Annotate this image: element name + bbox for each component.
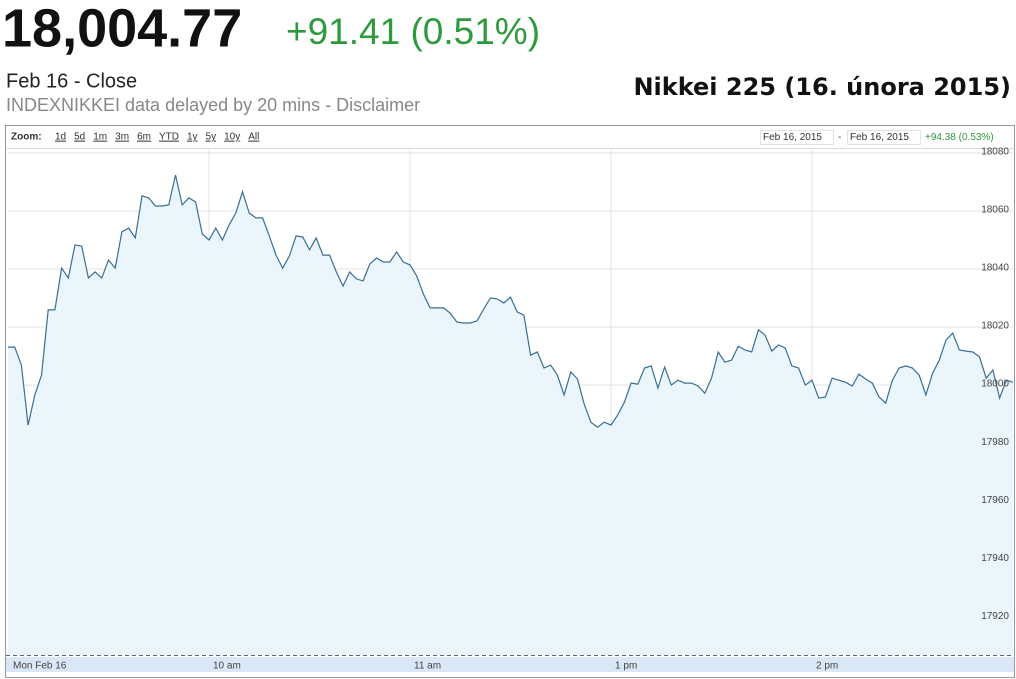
y-tick-label: 18040	[981, 263, 1009, 274]
x-tick-label: 11 am	[414, 661, 441, 672]
y-tick-label: 18000	[981, 379, 1009, 390]
zoom-option[interactable]: 1m	[93, 132, 107, 143]
range-separator: -	[838, 132, 841, 143]
plot-layer	[8, 150, 1014, 655]
y-tick-label: 17980	[981, 437, 1009, 448]
x-axis-band	[6, 657, 1014, 672]
area	[8, 175, 1013, 655]
y-tick-label: 17920	[981, 611, 1009, 622]
price-change: +91.41 (0.51%)	[286, 11, 540, 52]
zoom-option[interactable]: 5y	[206, 132, 217, 143]
x-tick-label: 1 pm	[615, 661, 637, 672]
zoom-label: Zoom:	[11, 132, 42, 143]
price: 18,004.77	[2, 0, 242, 58]
source-note[interactable]: INDEXNIKKEI data delayed by 20 mins - Di…	[6, 95, 420, 115]
y-tick-label: 18060	[981, 205, 1009, 216]
y-tick-label: 17940	[981, 553, 1009, 564]
y-tick-label: 17960	[981, 495, 1009, 506]
range-start[interactable]: Feb 16, 2015	[763, 132, 822, 143]
zoom-option[interactable]: YTD	[159, 132, 179, 143]
x-tick-label: Mon Feb 16	[13, 661, 67, 672]
zoom-option[interactable]: 5d	[74, 132, 85, 143]
range-end[interactable]: Feb 16, 2015	[850, 132, 909, 143]
x-tick-label: 2 pm	[816, 661, 838, 672]
zoom-option[interactable]: 3m	[115, 132, 129, 143]
y-tick-label: 18020	[981, 321, 1009, 332]
zoom-option[interactable]: 1y	[187, 132, 198, 143]
line	[8, 174, 1014, 428]
range-box	[847, 130, 921, 145]
zoom-option[interactable]: 10y	[224, 132, 240, 143]
zoom-option[interactable]: 1d	[55, 132, 66, 143]
zoom-option[interactable]: 6m	[137, 132, 151, 143]
range-change: +94.38 (0.53%)	[925, 132, 994, 143]
range-box	[760, 130, 834, 145]
y-tick-label: 18080	[981, 147, 1009, 158]
zoom-option[interactable]: All	[248, 132, 259, 143]
caption: Nikkei 225 (16. února 2015)	[633, 73, 1011, 101]
x-tick-label: 10 am	[213, 661, 241, 672]
status: Feb 16 - Close	[6, 70, 137, 92]
